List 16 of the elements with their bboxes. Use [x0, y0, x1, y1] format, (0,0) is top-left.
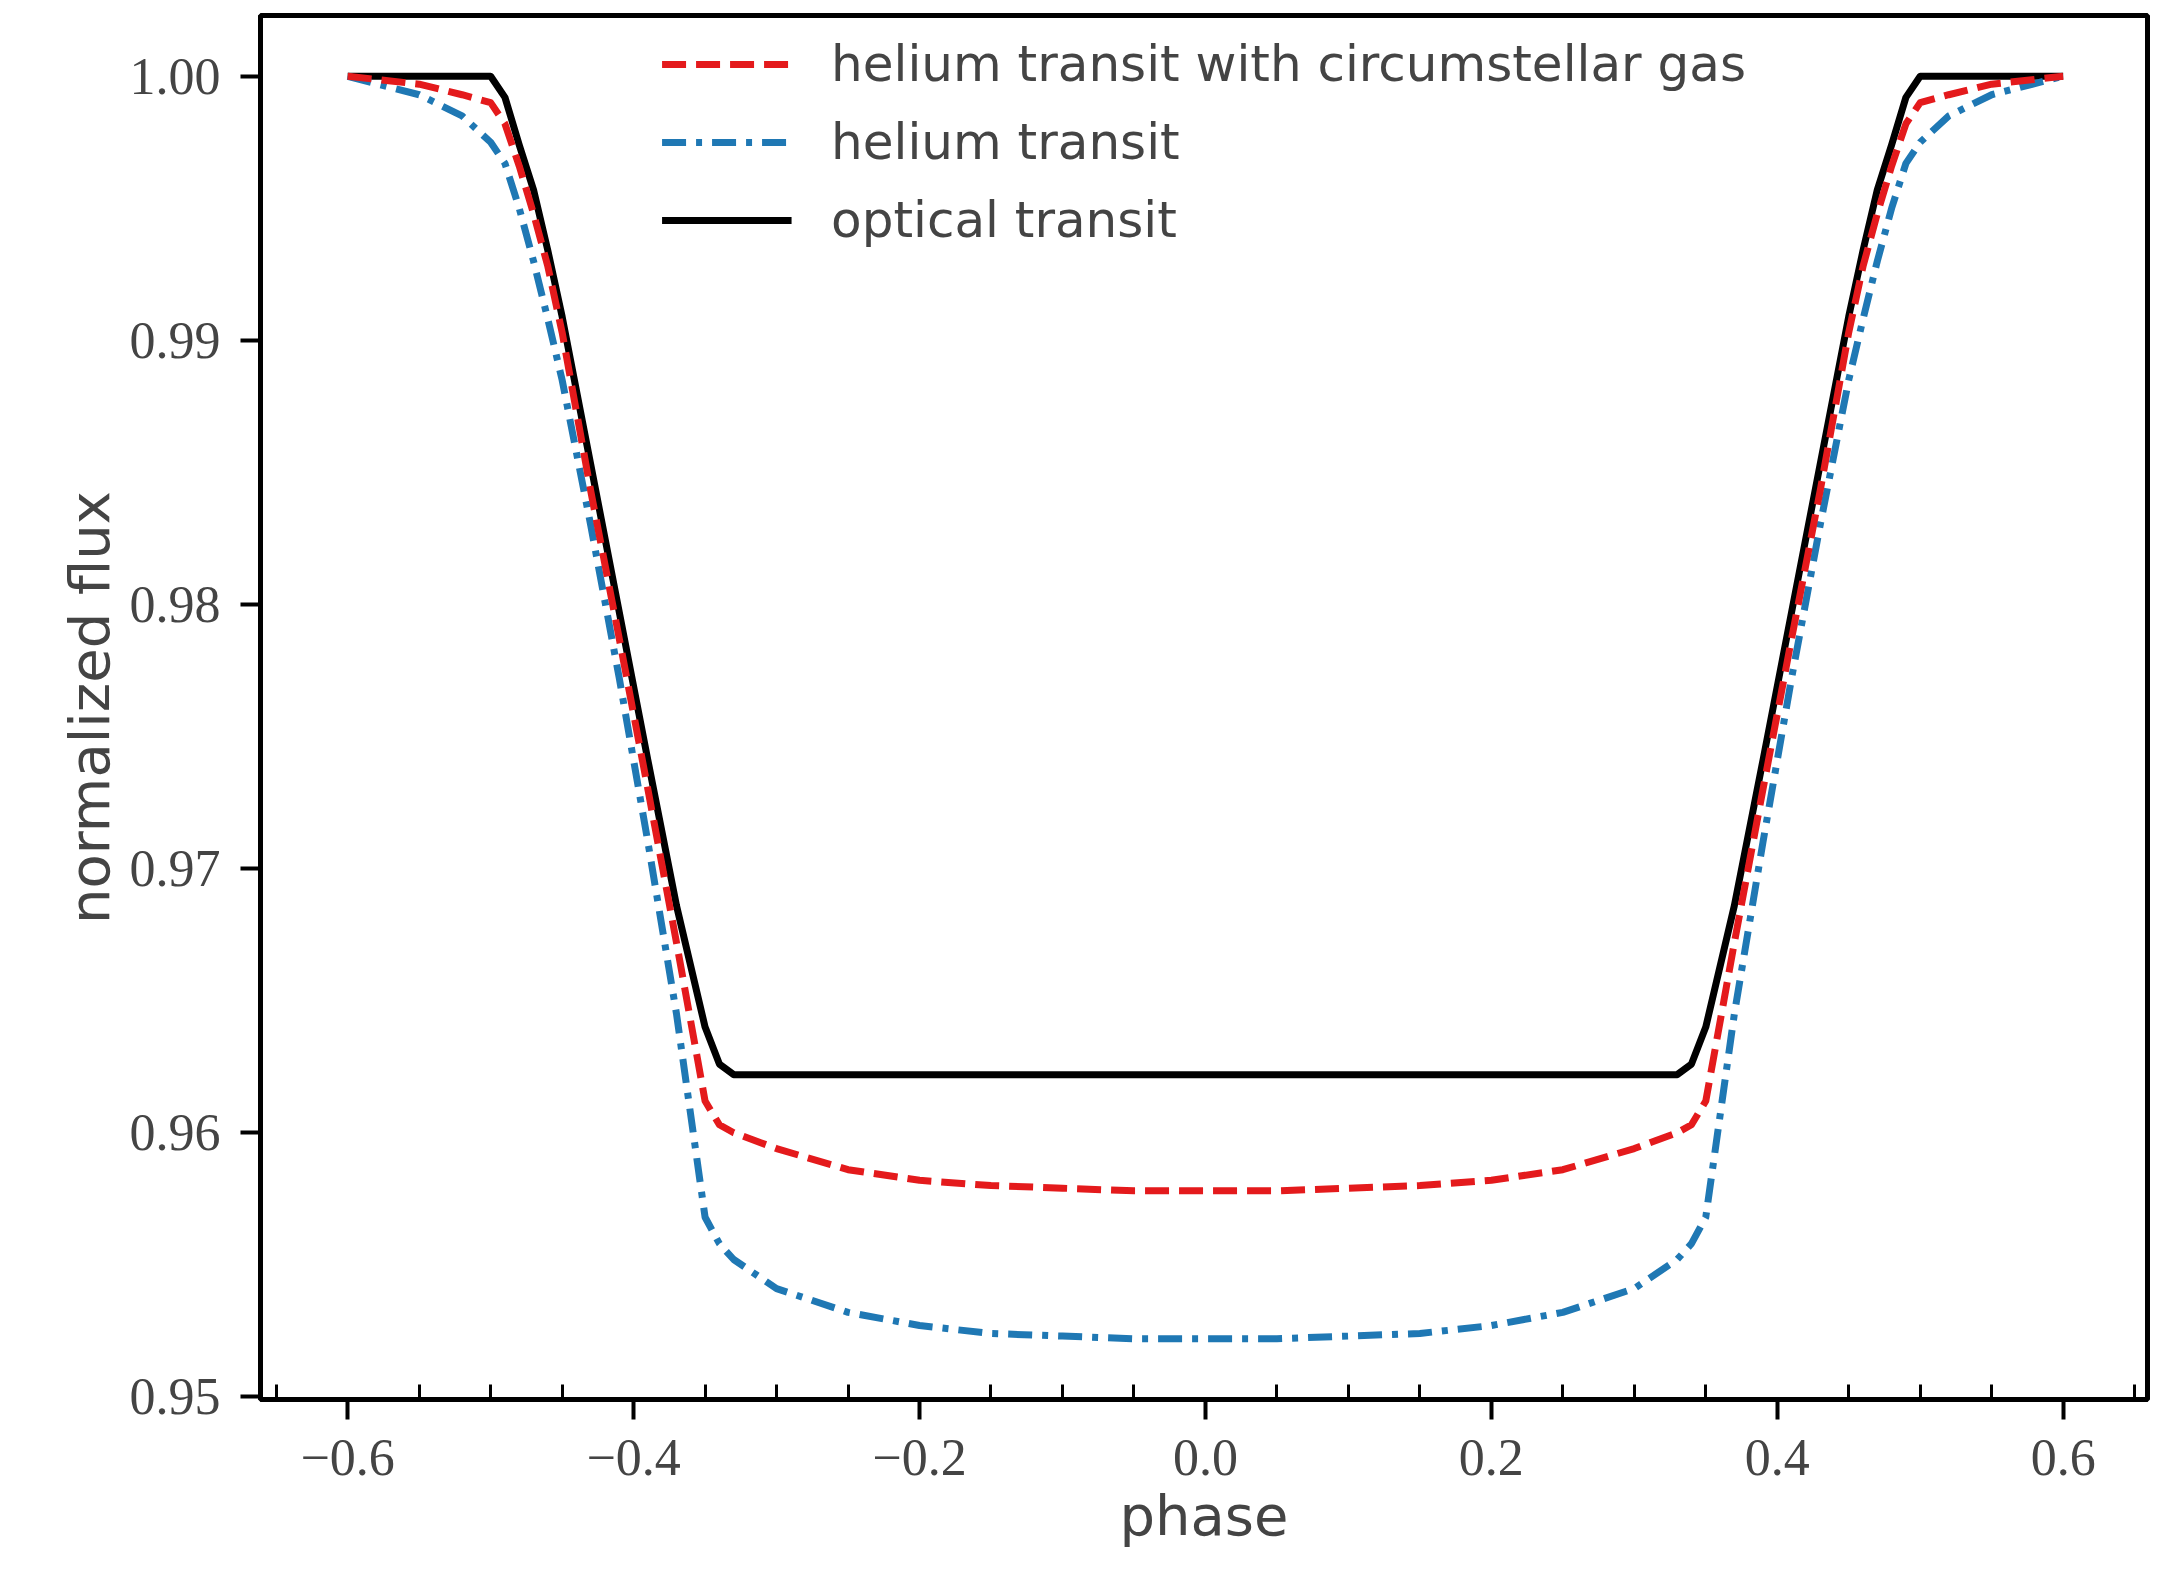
y-tick-label: 1.00 — [129, 47, 221, 105]
x-tick-label: −0.4 — [586, 1428, 681, 1486]
y-axis-title: normalized flux — [56, 491, 122, 924]
legend-label: helium transit — [831, 113, 1180, 171]
y-tick-label: 0.95 — [129, 1368, 221, 1426]
x-tick-label: −0.6 — [300, 1428, 395, 1486]
legend-label: optical transit — [831, 191, 1177, 249]
x-tick-label: −0.2 — [872, 1428, 967, 1486]
x-tick-label: 0.6 — [2030, 1428, 2096, 1486]
x-tick-label: 0.4 — [1744, 1428, 1810, 1486]
y-tick-label: 0.96 — [129, 1104, 221, 1162]
y-tick-label: 0.97 — [129, 840, 221, 898]
y-tick-label: 0.99 — [129, 311, 221, 369]
legend-label: helium transit with circumstellar gas — [831, 35, 1746, 93]
x-tick-label: 0.2 — [1458, 1428, 1524, 1486]
y-tick-label: 0.98 — [129, 575, 221, 633]
